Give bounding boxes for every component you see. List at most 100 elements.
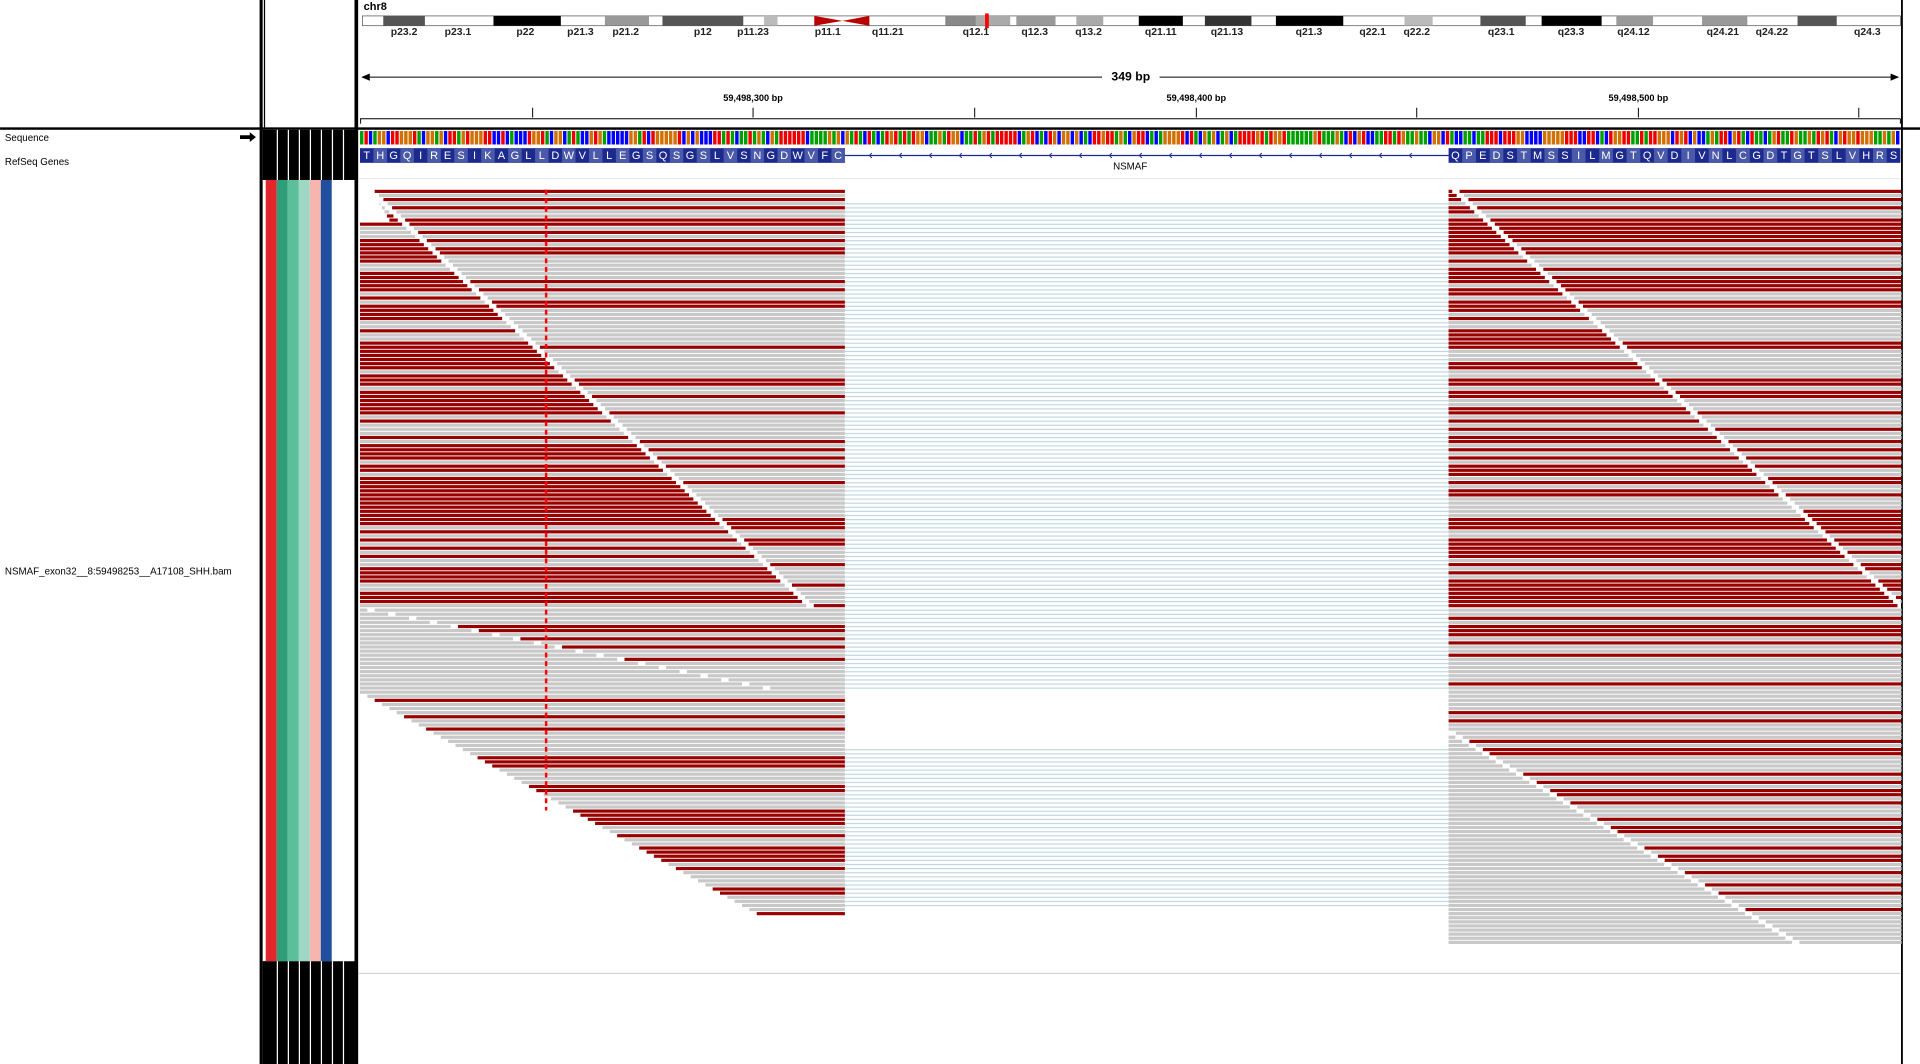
read [1600,321,1902,325]
split-read-line [844,272,1449,275]
split-read-line [844,490,1449,492]
read [474,284,845,288]
base [1233,131,1238,145]
read [360,448,642,452]
read [1448,838,1624,842]
read [360,407,598,411]
read [1448,821,1597,825]
amino-acid: S [700,150,707,162]
read [1448,772,1516,776]
codon [1517,148,1531,163]
read [360,563,763,567]
base [527,131,532,145]
amino-acid: G [511,150,520,162]
track-name[interactable]: Sequence [5,133,49,144]
read [749,907,845,912]
base [827,131,832,145]
read [1521,247,1902,251]
read [492,300,845,304]
base [735,131,739,145]
read [1763,472,1902,476]
read [1671,862,1902,867]
base [1622,131,1626,145]
split-read-line [844,638,1449,640]
read [1448,275,1545,280]
read [813,604,845,608]
base [518,131,523,145]
read [1448,739,1463,743]
amino-acid: S [646,150,653,162]
base [571,131,576,145]
codon [1571,148,1586,163]
base [1401,131,1406,145]
read [674,472,845,476]
track-name[interactable]: RefSeq Genes [5,157,69,168]
codon [669,148,684,163]
base [1092,131,1097,145]
read [1530,255,1902,259]
read [792,583,845,587]
amino-acid: L [593,150,599,162]
read [411,719,845,723]
read [1448,189,1453,193]
base [858,131,863,145]
split-read-line [844,383,1449,385]
read [1448,801,1564,805]
strand-chevron [1018,152,1023,159]
read [1684,871,1902,875]
read [360,386,576,390]
read [1448,813,1584,817]
base [1229,131,1233,145]
read [360,329,516,333]
base [448,131,452,145]
base [969,131,973,145]
read [1448,226,1492,230]
amino-acid: G [1615,150,1624,162]
read [1448,743,1469,748]
split-read-line [844,580,1449,582]
base [1635,131,1640,145]
base [1644,131,1648,145]
read [374,608,845,612]
read [1448,493,1779,497]
base [1865,131,1869,145]
split-read-line [844,777,1449,780]
base [836,131,841,145]
base [585,131,589,145]
read [770,686,845,690]
base [986,131,991,145]
codon [1653,148,1668,163]
read [360,485,681,489]
strand-arrow[interactable] [240,132,256,143]
split-read-line [844,244,1449,246]
read [483,292,845,296]
read [360,517,716,522]
read [492,764,845,768]
amino-acid: Q [1643,150,1652,162]
split-read-line [844,662,1449,665]
base [1136,131,1141,145]
ruler-position: 59,498,400 bp [1166,93,1226,103]
base [1017,131,1022,145]
base [739,131,744,145]
split-read-line [844,523,1449,525]
split-read-line [844,888,1449,890]
base [1547,131,1551,145]
read [618,419,845,423]
read [583,386,845,390]
base [1604,131,1609,145]
base [686,131,691,145]
read [1718,891,1902,895]
split-read-line [844,671,1449,673]
split-read-line [844,248,1449,250]
read [1785,932,1902,936]
base [1419,131,1423,145]
base [487,131,492,145]
read [1448,222,1488,226]
read [565,370,845,374]
amino-acid: V [727,150,735,162]
track-name[interactable]: NSMAF_exon32__8:59498253__A17108_SHH.bam [5,566,232,577]
split-read-line [844,519,1449,521]
read [360,378,568,382]
base [1516,131,1520,145]
